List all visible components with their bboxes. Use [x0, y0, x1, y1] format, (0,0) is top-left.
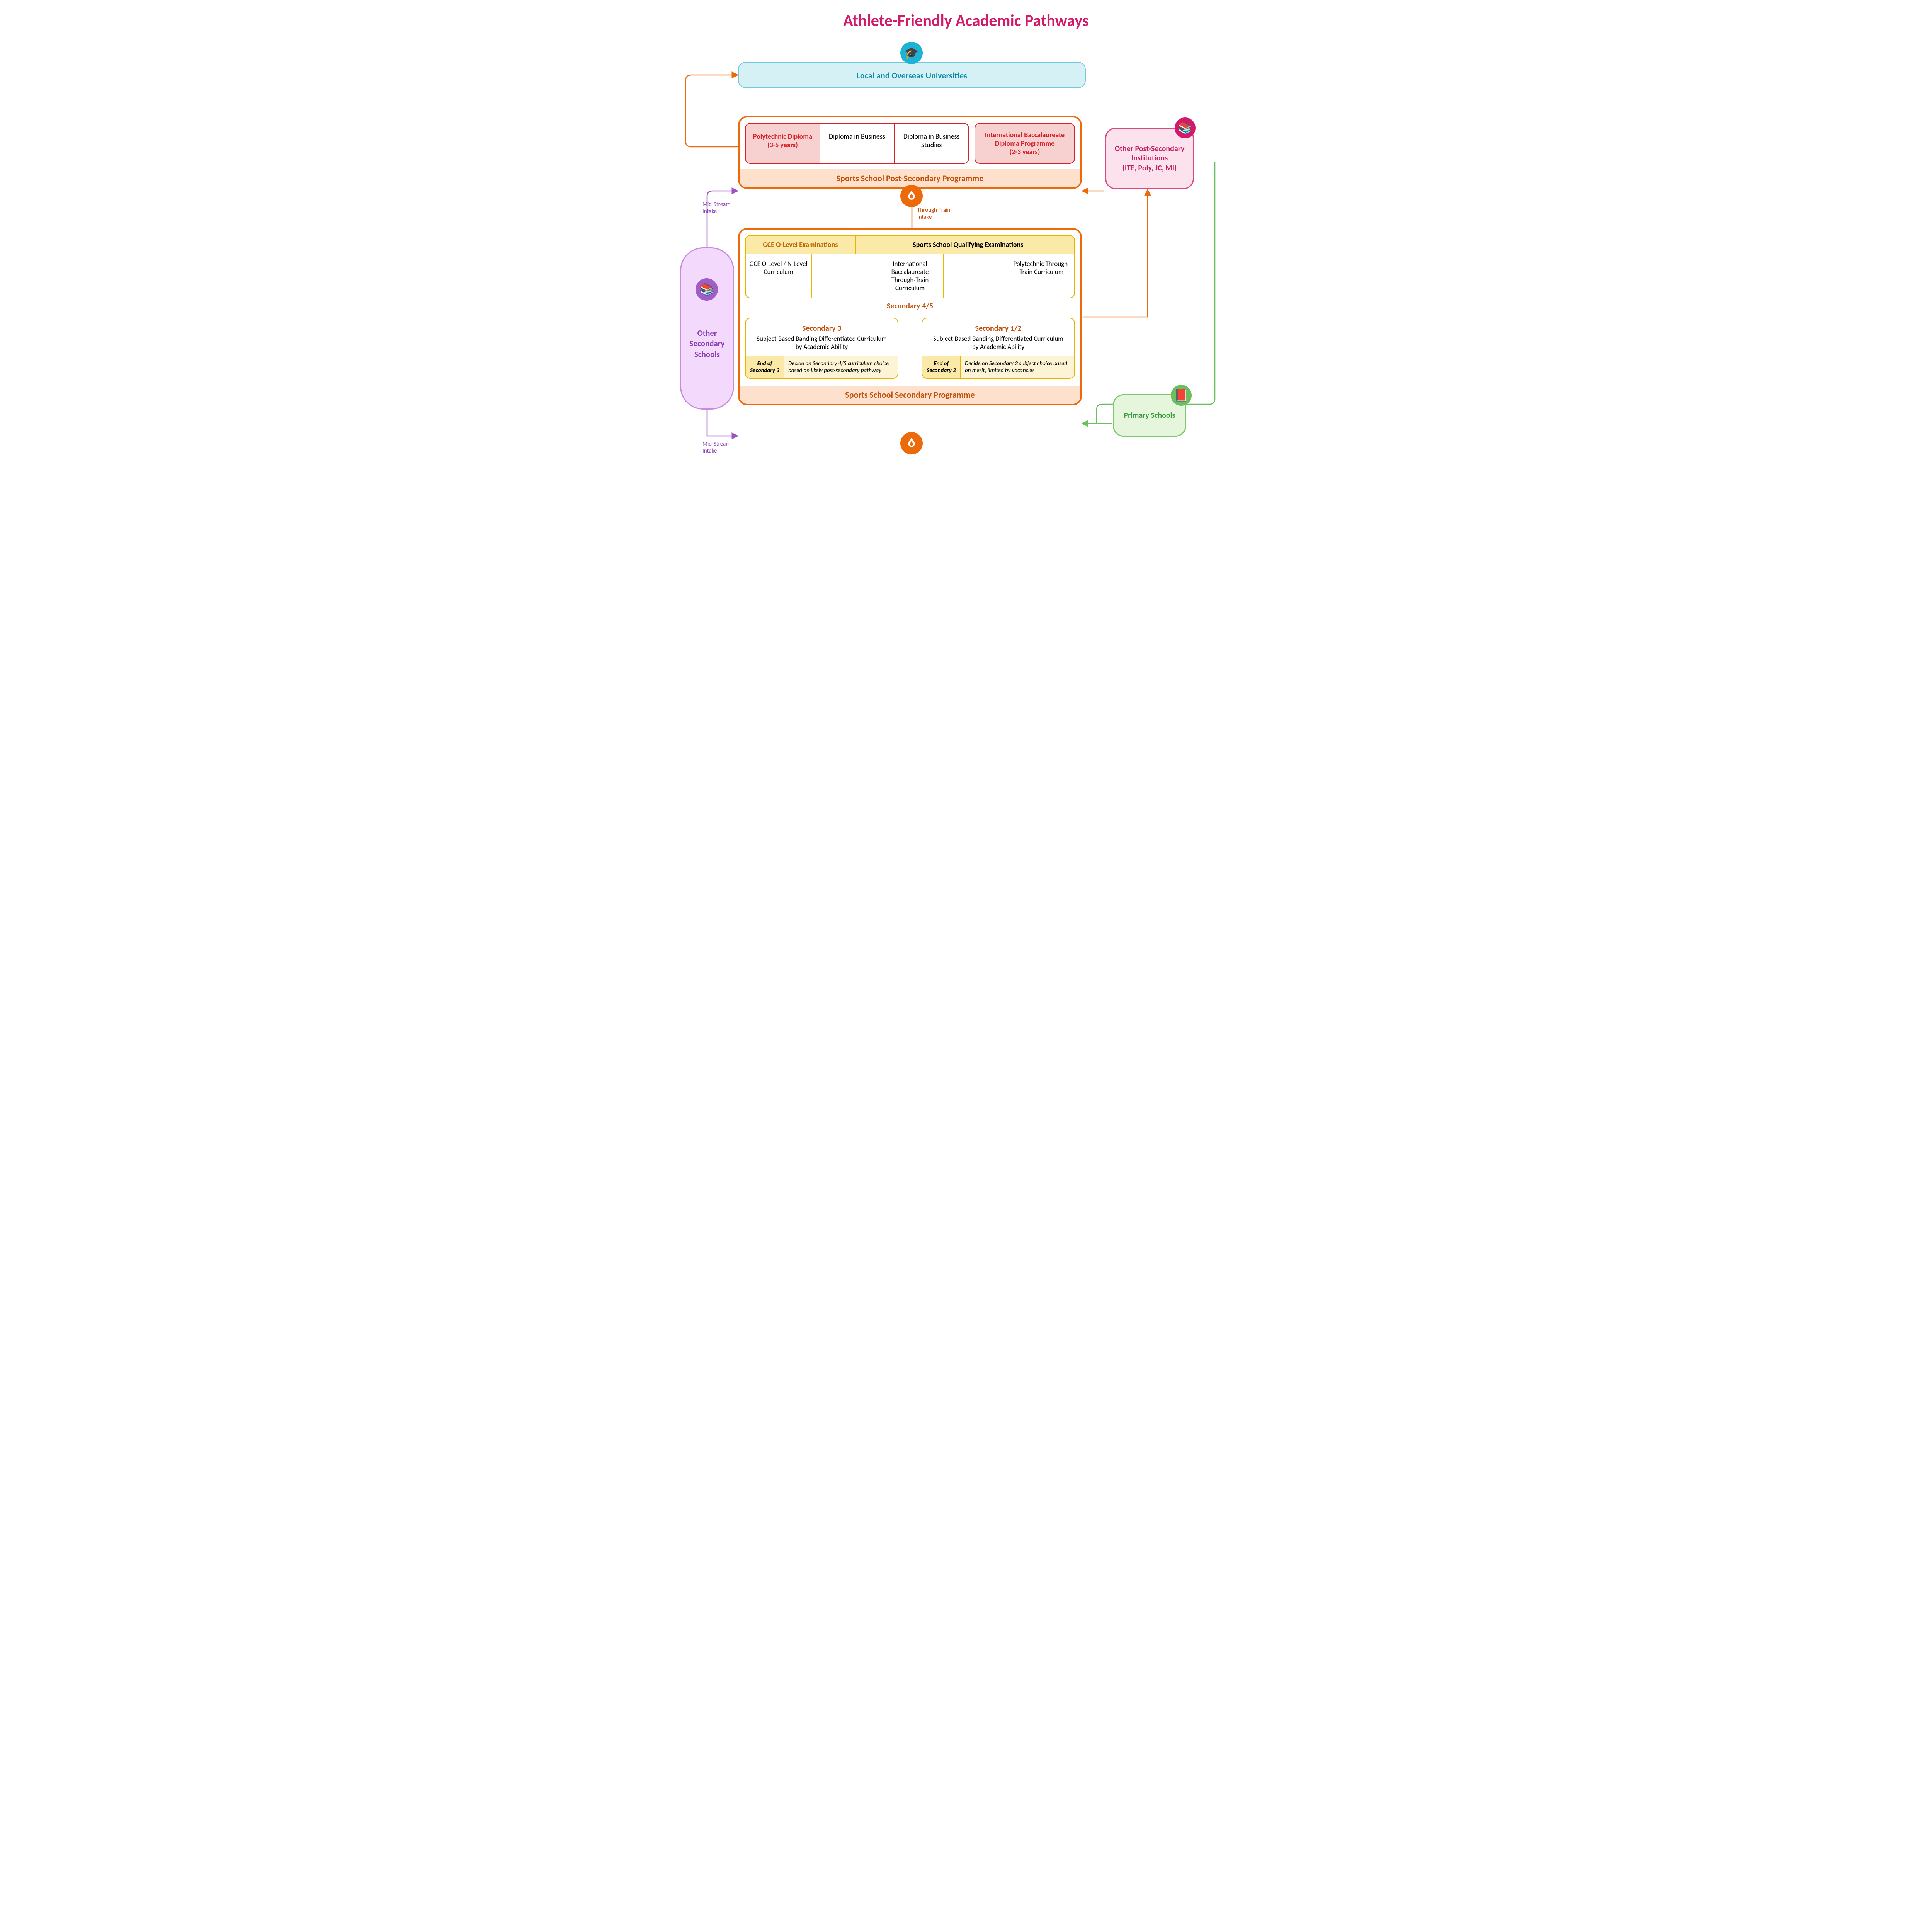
books-icon: 📚: [696, 278, 718, 301]
poly-title-cell: Polytechnic Diploma (3-5 years): [746, 124, 820, 163]
sec45-box: GCE O-Level Examinations Sports School Q…: [745, 235, 1075, 298]
sec12-box: Secondary 1/2 Subject-Based Banding Diff…: [922, 318, 1075, 379]
other-secondary-box: Other Secondary Schools: [680, 247, 734, 410]
universities-label: Local and Overseas Universities: [857, 70, 967, 81]
universities-box: Local and Overseas Universities: [738, 62, 1086, 88]
through-train-label: Through-Train Intake: [917, 207, 964, 221]
arrow-primary-to-other-postsec-branch: [1097, 162, 1215, 424]
sec45-col3: Polytechnic Through-Train Curriculum: [1009, 254, 1074, 298]
flame-icon: [900, 432, 923, 454]
midstream-label-2: Mid-Stream Intake: [702, 441, 733, 454]
post-secondary-container: Polytechnic Diploma (3-5 years) Diploma …: [738, 116, 1082, 189]
poly-option-2: Diploma in Business Studies: [895, 124, 968, 163]
arrow-postsec-to-univ: [685, 75, 738, 147]
sec45-label: Secondary 4/5: [745, 298, 1075, 311]
secondary-label: Sports School Secondary Programme: [740, 386, 1080, 404]
sec45-head-left: GCE O-Level Examinations: [746, 236, 855, 254]
flame-icon: [900, 185, 923, 207]
arrow-sec-to-other-postsec: [1083, 190, 1148, 317]
book-apple-icon: 📕: [1171, 385, 1192, 406]
ib-box: International Baccalaureate Diploma Prog…: [975, 123, 1075, 164]
arrow-midstream-to-postsec: [707, 191, 737, 247]
page-title: Athlete-Friendly Academic Pathways: [668, 11, 1264, 31]
sec45-col2: International Baccalaureate Through-Trai…: [877, 254, 942, 298]
sec45-col1: GCE O-Level / N-Level Curriculum: [746, 254, 811, 298]
sec45-head-right: Sports School Qualifying Examinations: [862, 236, 1074, 254]
polytechnic-box: Polytechnic Diploma (3-5 years) Diploma …: [745, 123, 969, 164]
arrow-midstream-to-sec: [707, 410, 737, 436]
diagram-canvas: Athlete-Friendly Academic Pathways Local…: [668, 0, 1264, 479]
books-icon: 📚: [1175, 117, 1196, 138]
secondary-container: GCE O-Level Examinations Sports School Q…: [738, 228, 1082, 405]
sec3-box: Secondary 3 Subject-Based Banding Differ…: [745, 318, 898, 379]
graduation-cap-icon: 🎓: [900, 42, 923, 64]
midstream-label-1: Mid-Stream Intake: [702, 201, 733, 215]
poly-option-1: Diploma in Business: [820, 124, 894, 163]
